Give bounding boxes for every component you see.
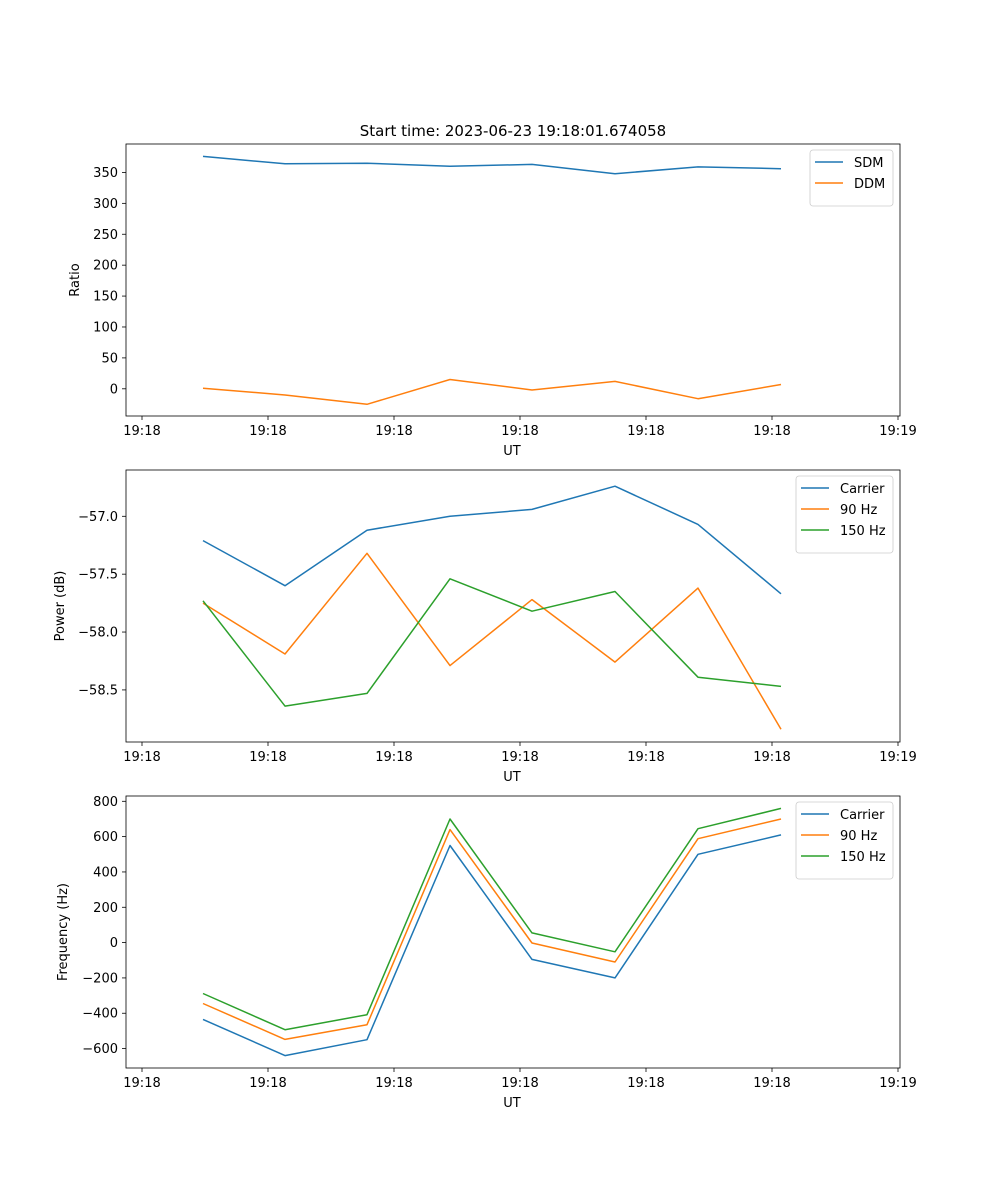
y-tick-label: 150 [93, 290, 118, 305]
legend: Carrier 90 Hz 150 Hz [795, 475, 894, 554]
y-tick-label: −400 [82, 1007, 118, 1022]
legend-entry-label: DDM [854, 177, 885, 192]
axes-frame [125, 795, 901, 1069]
x-tick-label: 19:18 [375, 1076, 412, 1091]
x-tick-label: 19:18 [375, 424, 412, 439]
subplot-3: 19:18 19:18 19:18 19:18 19:18 19:18 19:19 −600 −… [56, 795, 917, 1111]
series-line-carrier [202, 834, 782, 1057]
x-axis-label: UT [503, 770, 521, 785]
y-tick-label: 300 [93, 197, 118, 212]
series-line-ddm [202, 378, 782, 406]
y-tick-label: 0 [110, 382, 118, 397]
y-tick-label: 200 [93, 259, 118, 274]
x-tick-label: 19:18 [627, 424, 664, 439]
x-axis-label: UT [503, 1096, 521, 1111]
y-tick-label: 250 [93, 228, 118, 243]
x-tick-label: 19:18 [123, 1076, 160, 1091]
legend-entry-label: Carrier [840, 808, 885, 823]
series-line-150-hz [202, 578, 782, 707]
x-tick-label: 19:18 [123, 424, 160, 439]
series-line-150-hz [202, 807, 782, 1031]
x-tick-label: 19:18 [753, 1076, 790, 1091]
legend-frame [795, 475, 894, 554]
figure-title: Start time: 2023-06-23 19:18:01.674058 [360, 122, 666, 140]
legend: Carrier 90 Hz 150 Hz [795, 801, 894, 880]
x-tick-label: 19:18 [501, 1076, 538, 1091]
x-tick-label: 19:19 [879, 1076, 916, 1091]
y-tick-label: 0 [110, 936, 118, 951]
y-tick-label: −57.5 [78, 568, 118, 583]
y-tick-label: −57.0 [78, 510, 118, 525]
x-tick-label: 19:19 [879, 750, 916, 765]
y-tick-label: 800 [93, 795, 118, 810]
series-line-carrier [202, 485, 782, 595]
axes-frame [125, 143, 901, 417]
y-tick-label: 50 [101, 351, 118, 366]
y-tick-label: 100 [93, 320, 118, 335]
x-tick-label: 19:18 [375, 750, 412, 765]
x-tick-label: 19:18 [501, 750, 538, 765]
series-line-90-hz [202, 552, 782, 730]
legend-entry-label: 150 Hz [840, 524, 886, 539]
x-tick-label: 19:18 [753, 750, 790, 765]
y-tick-label: −58.0 [78, 626, 118, 641]
legend-entry-label: 150 Hz [840, 850, 886, 865]
x-tick-label: 19:18 [249, 750, 286, 765]
legend-frame [795, 801, 894, 880]
x-tick-label: 19:18 [627, 1076, 664, 1091]
legend: SDM DDM [809, 149, 894, 207]
y-tick-label: 200 [93, 901, 118, 916]
legend-frame [809, 149, 894, 207]
y-tick-label: −58.5 [78, 683, 118, 698]
y-axis-label: Frequency (Hz) [56, 883, 71, 981]
x-tick-label: 19:19 [879, 424, 916, 439]
y-tick-label: 350 [93, 166, 118, 181]
y-tick-label: 400 [93, 865, 118, 880]
y-tick-label: 600 [93, 830, 118, 845]
legend-entry-label: 90 Hz [840, 829, 877, 844]
y-axis-label: Ratio [68, 263, 83, 296]
legend-entry-label: 90 Hz [840, 503, 877, 518]
series-line-sdm [202, 155, 782, 175]
x-tick-label: 19:18 [249, 1076, 286, 1091]
x-tick-label: 19:18 [123, 750, 160, 765]
subplots: 19:18 19:18 19:18 19:18 19:18 19:18 19:19 0 50 10… [53, 143, 917, 1111]
y-tick-label: −600 [82, 1042, 118, 1057]
axes-frame [125, 469, 901, 743]
x-tick-label: 19:18 [501, 424, 538, 439]
subplot-1: 19:18 19:18 19:18 19:18 19:18 19:18 19:19 0 50 10… [68, 143, 917, 459]
x-tick-label: 19:18 [753, 424, 790, 439]
legend-entry-label: Carrier [840, 482, 885, 497]
legend-entry-label: SDM [854, 156, 883, 171]
y-tick-label: −200 [82, 971, 118, 986]
x-tick-label: 19:18 [249, 424, 286, 439]
series-line-90-hz [202, 818, 782, 1041]
x-tick-label: 19:18 [627, 750, 664, 765]
x-axis-label: UT [503, 444, 521, 459]
y-axis-label: Power (dB) [53, 571, 68, 642]
subplot-2: 19:18 19:18 19:18 19:18 19:18 19:18 19:19 −58.5… [53, 469, 917, 785]
